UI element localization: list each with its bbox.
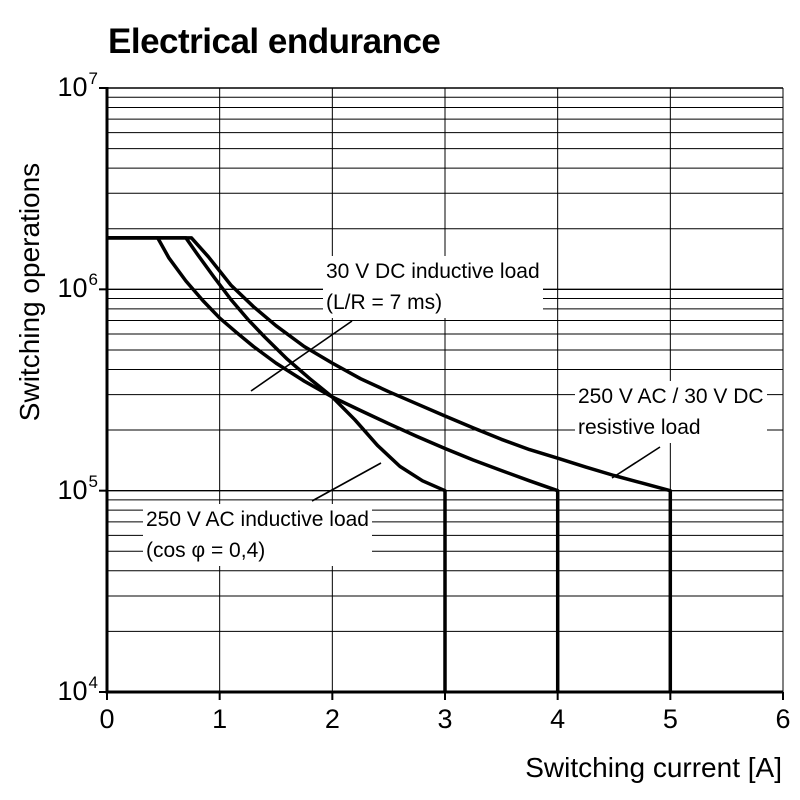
y-tick-label-1e5: 105 <box>57 471 98 505</box>
leader-line-resistive <box>611 446 661 479</box>
x-axis-label: Switching current [A] <box>525 752 782 783</box>
y-tick-label-1e4: 104 <box>57 673 98 706</box>
annotation-dc-inductive-line: 30 V DC inductive load <box>326 260 540 283</box>
leader-line-dc-inductive <box>250 320 353 392</box>
x-tick-label-6: 6 <box>775 704 791 734</box>
x-tick-label-4: 4 <box>550 704 566 734</box>
annotation-ac-inductive-line: 250 V AC inductive load <box>146 508 369 531</box>
annotation-dc-inductive: 30 V DC inductive load (L/R = 7 ms) <box>323 256 543 318</box>
curve-dc-inductive <box>107 236 560 692</box>
x-tick-label-0: 0 <box>99 704 115 734</box>
x-tick-label-5: 5 <box>662 704 678 734</box>
x-tick-label-2: 2 <box>324 704 340 734</box>
curve-ac-inductive <box>107 236 447 692</box>
curve-resistive <box>107 236 673 692</box>
annotation-dc-inductive-line: (L/R = 7 ms) <box>326 291 443 314</box>
y-tick-label-1e6: 106 <box>57 270 98 304</box>
annotation-resistive-line: 250 V AC / 30 V DC <box>578 385 764 408</box>
annotation-resistive: 250 V AC / 30 V DC resistive load <box>575 381 767 443</box>
chart-title: Electrical endurance <box>108 22 441 61</box>
y-tick-label-1e7: 107 <box>57 69 98 102</box>
annotation-ac-inductive-line: (cos φ = 0,4) <box>146 539 266 562</box>
leader-line-ac-inductive <box>311 462 382 502</box>
annotation-resistive-line: resistive load <box>578 416 701 439</box>
x-tick-label-1: 1 <box>212 704 228 734</box>
annotation-ac-inductive: 250 V AC inductive load (cos φ = 0,4) <box>143 504 372 566</box>
x-tick-label-3: 3 <box>437 704 453 734</box>
